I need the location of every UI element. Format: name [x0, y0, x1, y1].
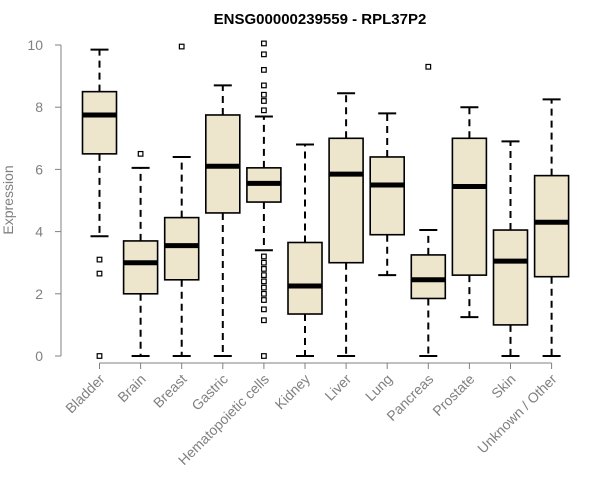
box-group	[492, 140, 529, 357]
x-tick-label: Prostate	[429, 371, 477, 419]
x-tick-label: Lung	[362, 371, 395, 404]
outlier-point	[261, 91, 267, 98]
outlier-point	[261, 278, 267, 285]
box-iqr	[163, 216, 200, 281]
box-group	[410, 63, 447, 357]
box-iqr	[451, 137, 488, 276]
x-tick-label: Bladder	[62, 371, 108, 417]
outlier-point	[261, 259, 267, 266]
box-group	[246, 40, 282, 359]
box-group	[533, 98, 570, 357]
outlier-point	[261, 253, 267, 260]
x-tick-label: Kidney	[272, 371, 314, 413]
outlier-point	[261, 272, 267, 279]
box-group	[369, 112, 406, 277]
x-tick-label: Skin	[488, 371, 519, 402]
y-tick-label: 0	[35, 348, 43, 364]
x-tick-label: Breast	[150, 371, 190, 411]
outlier-point	[261, 98, 267, 104]
outlier-point	[96, 353, 103, 359]
outlier-point	[137, 150, 144, 157]
chart-title: ENSG00000239559 - RPL37P2	[214, 11, 427, 28]
outlier-point	[261, 317, 267, 324]
outlier-point	[261, 82, 267, 89]
outlier-point	[178, 43, 185, 50]
box-group	[451, 106, 488, 319]
box-group	[122, 150, 159, 357]
outlier-point	[261, 290, 267, 297]
box-group	[328, 92, 364, 357]
box-iqr	[410, 254, 447, 300]
outlier-point	[261, 266, 267, 272]
y-tick-label: 10	[27, 37, 43, 53]
x-tick-label: Liver	[321, 371, 354, 404]
outlier-point	[261, 353, 267, 359]
y-tick-label: 6	[35, 161, 43, 177]
y-axis: 0 2 4 6 8 10	[27, 37, 62, 364]
outlier-point	[425, 63, 432, 70]
y-tick-label: 2	[35, 286, 43, 302]
x-tick-label: Brain	[114, 371, 148, 405]
outlier-point	[261, 66, 267, 73]
box-group	[81, 48, 118, 359]
plot-area	[81, 40, 570, 359]
box-group	[287, 143, 323, 357]
outlier-point	[261, 40, 267, 47]
outlier-point	[96, 256, 103, 263]
box-iqr	[492, 229, 529, 326]
box-group	[163, 43, 200, 357]
box-group	[205, 84, 241, 357]
box-iqr	[533, 174, 570, 278]
outlier-point	[96, 270, 103, 277]
outlier-point	[261, 107, 267, 114]
y-axis-label: Expression	[0, 165, 16, 234]
box-iqr	[328, 137, 364, 264]
outlier-point	[261, 51, 267, 58]
box-iqr	[369, 156, 406, 236]
outlier-point	[261, 284, 267, 291]
outlier-point	[261, 306, 267, 313]
box-iqr	[81, 90, 118, 155]
box-iqr	[122, 240, 159, 295]
outlier-point	[261, 297, 267, 303]
box-iqr	[287, 241, 323, 315]
y-tick-label: 4	[35, 224, 43, 240]
y-tick-label: 8	[35, 99, 43, 115]
